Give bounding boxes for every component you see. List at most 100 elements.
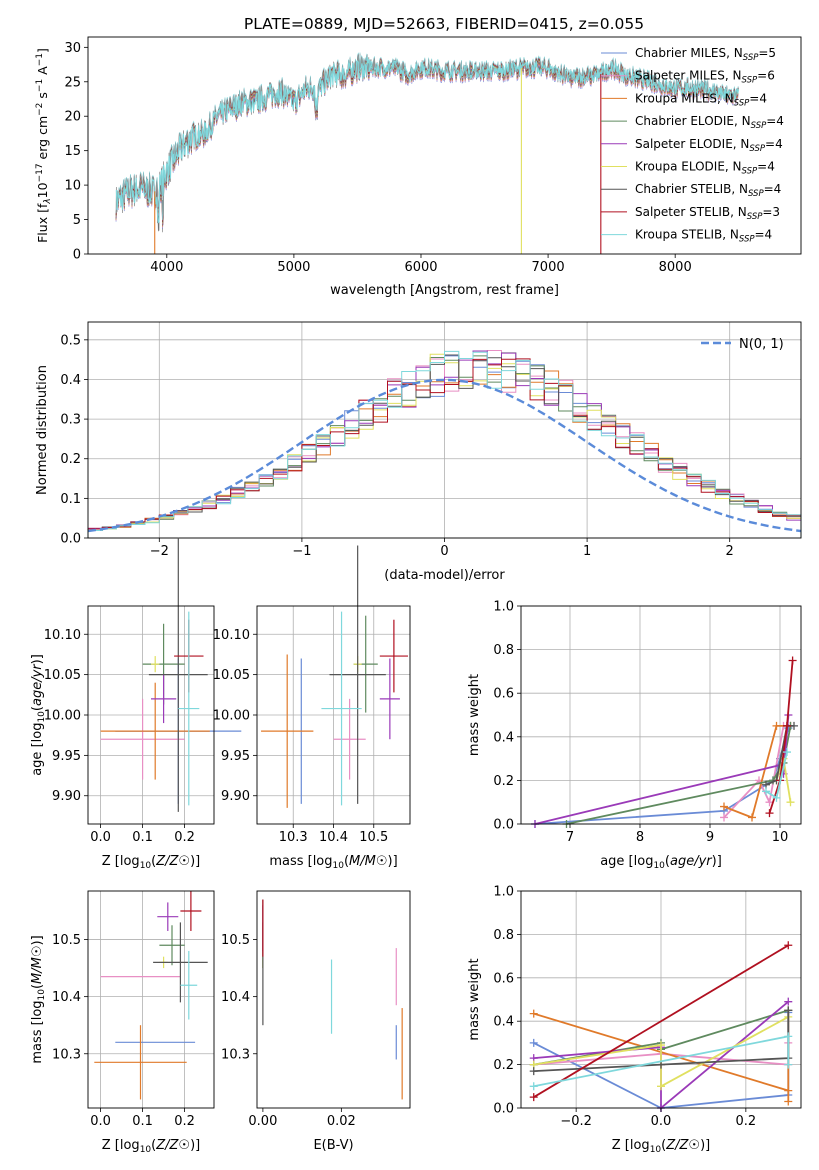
x-tick-label: 10 <box>772 830 789 845</box>
z-mass-panel: 0.0 0.1 0.2 10.3 10.4 10.5 Z [log10(Z/Z☉)] mass… <box>30 890 215 1155</box>
x-tick-label: 4000 <box>150 260 183 275</box>
legend-label: Chabrier MILES, NSSP=5 <box>635 46 776 63</box>
y-tick-label: 9.90 <box>52 789 81 804</box>
y-tick-label: 10.00 <box>213 709 250 724</box>
y-tick-label: 0.0 <box>493 818 514 833</box>
y-tick-label: 9.95 <box>52 749 81 764</box>
y-tick-label: 0.2 <box>493 774 514 789</box>
x-tick-label: 0.2 <box>736 1114 757 1129</box>
y-tick-label: 10.5 <box>52 933 81 948</box>
x-tick-label: 0.2 <box>174 1114 195 1129</box>
x-axis-label: wavelength [Angstrom, rest frame] <box>330 283 559 298</box>
weight-marker <box>657 1082 665 1091</box>
x-axis-label: age [log10(age/yr)] <box>600 854 722 871</box>
y-axis-label: age [log10(age/yr)] <box>30 654 47 776</box>
weight-line-salpeter-stelib <box>533 944 789 1098</box>
y-tick-label: 0.1 <box>60 492 81 507</box>
legend-label: Salpeter ELODIE, NSSP=4 <box>635 137 783 154</box>
histogram-kroupa-stelib <box>87 350 802 538</box>
weight-marker <box>784 941 793 950</box>
weight-marker <box>657 1041 665 1050</box>
x-axis-label: mass [log10(M/M☉)] <box>269 854 397 871</box>
y-tick-label: 10.4 <box>221 990 250 1005</box>
plot-frame <box>87 36 802 255</box>
ebv-mass-panel: 0.00 0.02 10.3 10.4 10.5 E(B-V) <box>221 890 411 1153</box>
legend-label: Kroupa STELIB, NSSP=4 <box>635 228 772 245</box>
figure-title: PLATE=0889, MJD=52663, FIBERID=0415, z=0… <box>244 15 644 33</box>
y-tick-label: 15 <box>64 144 81 159</box>
y-tick-label: 10.3 <box>52 1047 81 1062</box>
weight-marker <box>529 1093 538 1102</box>
x-tick-label: 8000 <box>659 260 692 275</box>
y-tick-label: 9.90 <box>221 789 250 804</box>
x-tick-label: 5000 <box>277 260 310 275</box>
x-tick-label: 0.1 <box>132 1114 153 1129</box>
x-tick-label: 10.5 <box>359 830 388 845</box>
x-tick-label: 0.00 <box>248 1114 277 1129</box>
y-tick-label: 5 <box>73 213 81 228</box>
y-tick-label: 9.95 <box>221 749 250 764</box>
legend-label: Kroupa ELODIE, NSSP=4 <box>635 160 775 177</box>
weight-marker <box>783 721 791 730</box>
y-axis-label: Normed distribution <box>35 365 50 495</box>
weight-marker <box>784 1086 793 1095</box>
weight-marker <box>784 1006 793 1015</box>
plot-frame <box>87 890 215 1109</box>
x-axis-label: (data-model)/error <box>384 568 505 583</box>
y-tick-label: 0.0 <box>60 532 81 547</box>
weight-marker <box>772 793 781 802</box>
y-tick-label: 0.4 <box>493 730 514 745</box>
y-tick-label: 0.8 <box>493 643 514 658</box>
x-tick-label: 0.2 <box>174 830 195 845</box>
weight-line-chabrier-miles <box>534 727 790 825</box>
y-tick-label: 30 <box>64 41 81 56</box>
z-weight-panel: −0.2 0.0 0.2 0.0 0.2 0.4 0.6 0.8 1.0 Z [log10(Z/Z… <box>467 885 802 1155</box>
weight-marker <box>786 798 795 807</box>
model-line-kroupa-stelib-top <box>115 56 740 224</box>
mass-age-panel: 10.3 10.4 10.5 9.90 9.95 10.00 10.05 10.10 mass … <box>213 545 411 871</box>
weight-marker <box>529 1038 538 1047</box>
y-axis-label: mass [log10(M/M☉)] <box>30 935 47 1063</box>
x-tick-label: 0.0 <box>90 830 111 845</box>
weight-marker <box>720 802 728 811</box>
y-tick-label: 0 <box>73 248 81 263</box>
y-tick-label: 0.4 <box>493 1015 514 1030</box>
x-axis-label: Z [log10(Z/Z☉)] <box>102 1138 200 1155</box>
y-tick-label: 10.05 <box>213 668 250 683</box>
y-tick-label: 0.2 <box>60 452 81 467</box>
x-tick-label: 10.4 <box>319 830 348 845</box>
y-tick-label: 10 <box>64 179 81 194</box>
weight-marker <box>762 787 770 796</box>
plot-frame <box>520 605 802 825</box>
residuals-panel: −2 −1 0 1 2 0.0 0.1 0.2 0.3 0.4 0.5 (data-model)/er… <box>35 321 802 583</box>
x-tick-label: 0.02 <box>327 1114 356 1129</box>
weight-marker <box>784 1097 793 1106</box>
x-tick-label: 9 <box>706 830 714 845</box>
x-tick-label: 6000 <box>404 260 437 275</box>
legend-label: Salpeter MILES, NSSP=6 <box>635 69 775 86</box>
y-tick-label: 1.0 <box>493 600 514 615</box>
y-axis-label: mass weight <box>467 674 482 756</box>
legend-label: N(0, 1) <box>739 337 784 352</box>
y-tick-label: 0.6 <box>493 687 514 702</box>
x-tick-label: −2 <box>150 544 169 559</box>
y-tick-label: 0.8 <box>493 928 514 943</box>
x-tick-label: 10.3 <box>279 830 308 845</box>
x-tick-label: −1 <box>292 544 311 559</box>
y-tick-label: 0.4 <box>60 373 81 388</box>
y-tick-label: 10.5 <box>221 933 250 948</box>
weight-marker <box>529 1067 538 1076</box>
plot-frame <box>256 890 411 1109</box>
y-tick-label: 10.10 <box>213 628 250 643</box>
y-tick-label: 0.5 <box>60 333 81 348</box>
weight-marker <box>765 809 774 818</box>
age-weight-panel: 7 8 9 10 0.0 0.2 0.4 0.6 0.8 1.0 age [log10(age/yr… <box>467 600 802 871</box>
spectrum-panel: 4000 5000 6000 7000 8000 0 5 10 15 20 25 30 waveleng… <box>35 36 802 298</box>
y-tick-label: 10.00 <box>44 709 81 724</box>
weight-line-chabrier-elodie <box>566 725 792 825</box>
weight-marker <box>790 721 798 730</box>
x-axis-label: E(B-V) <box>313 1138 353 1153</box>
weight-marker <box>784 997 793 1006</box>
x-tick-label: 8 <box>636 830 644 845</box>
